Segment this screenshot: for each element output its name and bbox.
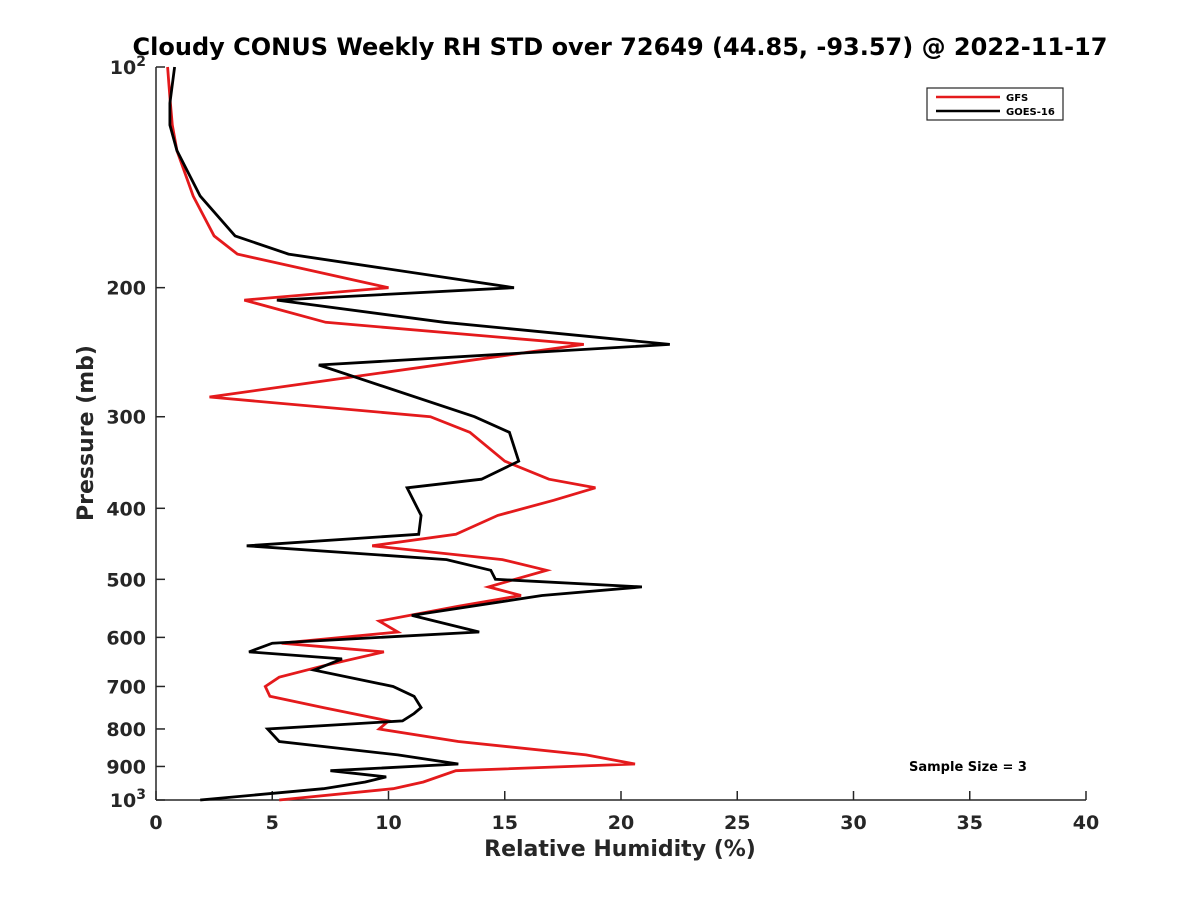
x-tick-label: 40 — [1073, 812, 1099, 834]
x-tick-label: 20 — [608, 812, 634, 834]
series-group — [166, 66, 670, 802]
y-axis-label: Pressure (mb) — [74, 345, 99, 521]
series-line-goes16 — [168, 66, 670, 802]
x-tick-label: 10 — [375, 812, 401, 834]
legend-box — [926, 87, 1064, 121]
x-tick-label: 5 — [266, 812, 279, 834]
x-tick-label: 25 — [724, 812, 750, 834]
x-tick-label: 0 — [149, 812, 162, 834]
sample-size-annotation: Sample Size = 3 — [909, 760, 1027, 775]
y-tick-label: 200 — [106, 278, 146, 300]
x-ticks: 0 5 10 15 20 25 30 35 40 — [149, 791, 1099, 834]
y-tick-label: 500 — [106, 569, 146, 591]
x-axis-label: Relative Humidity (%) — [484, 837, 756, 862]
x-tick-label: 15 — [492, 812, 518, 834]
x-tick-label: 35 — [957, 812, 983, 834]
y-tick-label: 300 — [106, 407, 146, 429]
y-tick-label: 800 — [106, 719, 146, 741]
y-tick-label: 400 — [106, 498, 146, 520]
legend-label-gfs: GFS — [1006, 93, 1028, 104]
y-tick-label: 700 — [106, 676, 146, 698]
y-tick-label: 600 — [106, 627, 146, 649]
chart-title: Cloudy CONUS Weekly RH STD over 72649 (4… — [133, 33, 1108, 61]
series-line-gfs — [166, 66, 636, 802]
legend-label-goes16: GOES-16 — [1006, 107, 1055, 118]
legend: GFS GOES-16 — [926, 87, 1064, 121]
y-tick-label: 900 — [106, 756, 146, 778]
x-tick-label: 30 — [840, 812, 866, 834]
